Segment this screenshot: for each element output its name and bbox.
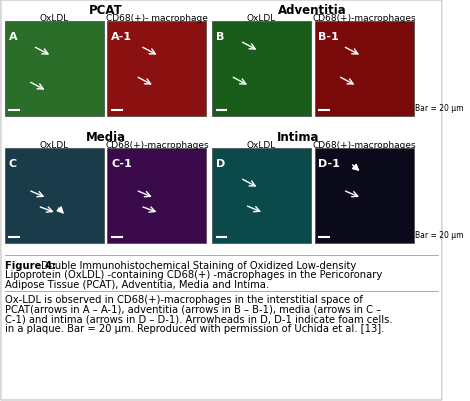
Bar (212, 22, 311, 117)
Bar (314, 22, 414, 117)
FancyBboxPatch shape (1, 1, 442, 400)
Bar (212, 149, 311, 243)
Text: PCAT: PCAT (89, 4, 122, 17)
Text: D: D (216, 159, 225, 168)
Text: in a plaque. Bar = 20 μm. Reproduced with permission of Uchida et al. [13].: in a plaque. Bar = 20 μm. Reproduced wit… (5, 323, 384, 333)
Text: D-1: D-1 (318, 159, 340, 168)
Text: OxLDL: OxLDL (247, 14, 276, 23)
Bar (107, 149, 206, 243)
Text: C-1: C-1 (111, 159, 132, 168)
Text: B-1: B-1 (318, 32, 339, 42)
Text: C: C (8, 159, 16, 168)
Text: C-1) and intima (arrows in D – D-1). Arrowheads in D, D-1 indicate foam cells.: C-1) and intima (arrows in D – D-1). Arr… (5, 314, 392, 324)
Text: OxLDL: OxLDL (247, 141, 276, 150)
Text: Lipoprotein (OxLDL) -containing CD68(+) -macrophages in the Pericoronary: Lipoprotein (OxLDL) -containing CD68(+) … (5, 270, 382, 280)
Bar (314, 149, 414, 243)
Text: A-1: A-1 (111, 32, 132, 42)
Text: CD68(+)-macrophages: CD68(+)-macrophages (312, 141, 416, 150)
Text: OxLDL: OxLDL (39, 14, 69, 23)
Text: B: B (216, 32, 224, 42)
Text: Bar = 20 μm: Bar = 20 μm (415, 231, 464, 239)
Text: Media: Media (86, 131, 125, 144)
Bar (5, 149, 103, 243)
Text: Ox-LDL is observed in CD68(+)-macrophages in the interstitial space of: Ox-LDL is observed in CD68(+)-macrophage… (5, 295, 362, 305)
Bar (107, 22, 206, 117)
Text: Adipose Tissue (PCAT), Adventitia, Media and Intima.: Adipose Tissue (PCAT), Adventitia, Media… (5, 279, 269, 289)
Text: A: A (8, 32, 17, 42)
Text: Figure 4:: Figure 4: (5, 260, 59, 270)
Text: Adventitia: Adventitia (278, 4, 347, 17)
Text: CD68(+)- macrophage: CD68(+)- macrophage (106, 14, 208, 23)
Text: CD68(+)-macrophages: CD68(+)-macrophages (105, 141, 209, 150)
Bar (5, 22, 103, 117)
Text: PCAT(arrows in A – A-1), adventitia (arrows in B – B-1), media (arrows in C –: PCAT(arrows in A – A-1), adventitia (arr… (5, 304, 381, 314)
Text: Bar = 20 μm: Bar = 20 μm (415, 104, 464, 113)
Text: OxLDL: OxLDL (39, 141, 69, 150)
Text: CD68(+)-macrophages: CD68(+)-macrophages (312, 14, 416, 23)
Text: Double Immunohistochemical Staining of Oxidized Low-density: Double Immunohistochemical Staining of O… (40, 260, 356, 270)
Text: Intima: Intima (277, 131, 320, 144)
